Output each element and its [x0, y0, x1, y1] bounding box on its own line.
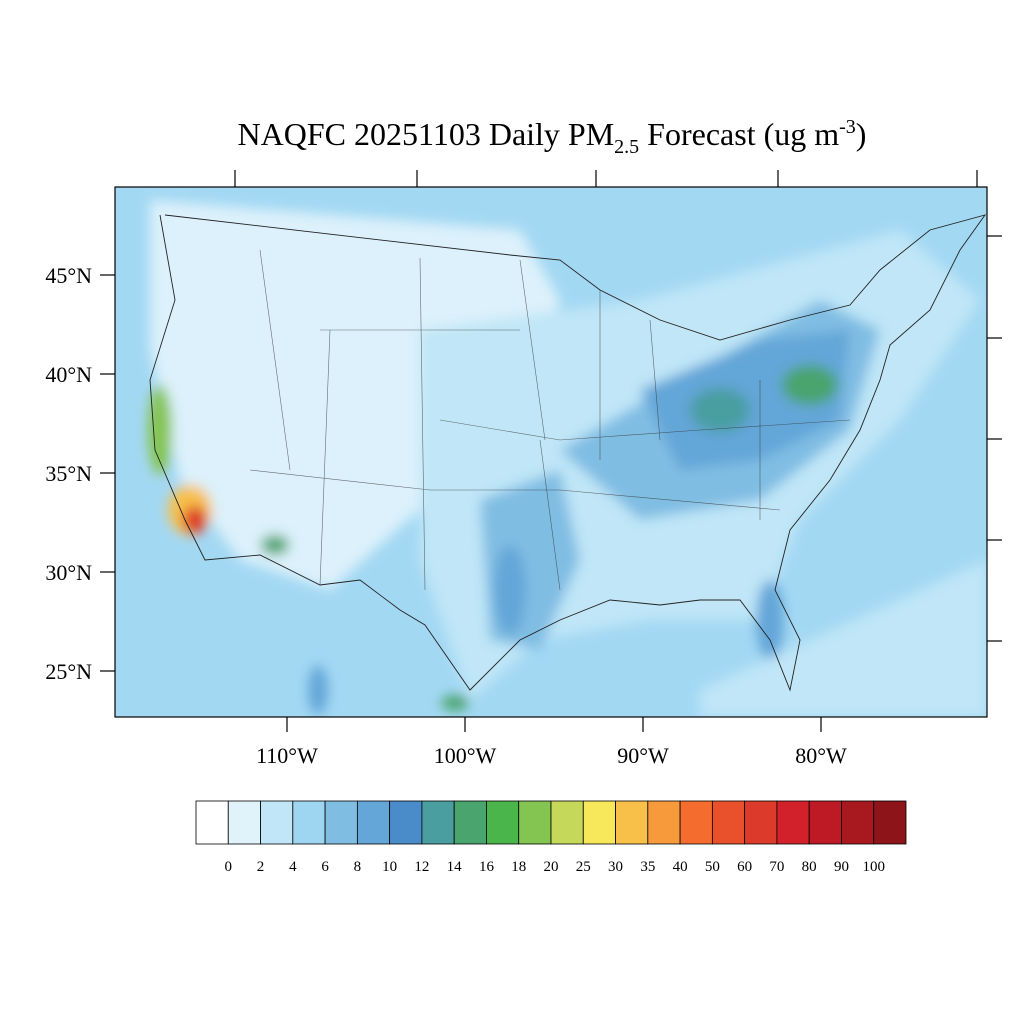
- colorbar-box: [615, 800, 649, 845]
- colorbar-label: 90: [834, 859, 849, 875]
- colorbar-box: [808, 800, 842, 845]
- colorbar-label: 0: [225, 859, 233, 875]
- colorbar-box: [873, 800, 907, 845]
- colorbar-label: 50: [705, 859, 720, 875]
- colorbar-label: 18: [511, 859, 526, 875]
- colorbar-label: 4: [289, 859, 297, 875]
- colorbar-label: 12: [414, 859, 429, 875]
- map-frame: [114, 186, 988, 718]
- colorbar-box: [421, 800, 455, 845]
- colorbar-box: [711, 800, 746, 845]
- colorbar-label: 35: [640, 859, 655, 875]
- colorbar-label: 6: [321, 859, 329, 875]
- map-field: [115, 187, 987, 717]
- title-end: ): [856, 116, 867, 152]
- concentration-blobs: [148, 200, 987, 717]
- colorbar-box: [324, 800, 358, 845]
- colorbar-box: [647, 800, 681, 845]
- colorbar-label: 2: [257, 859, 265, 875]
- title-sub: 2.5: [614, 136, 639, 158]
- colorbar-box: [550, 800, 584, 845]
- lat-label: 35°N: [45, 461, 92, 486]
- colorbar-box: [195, 800, 229, 845]
- colorbar-box: [292, 800, 326, 845]
- colorbar-label: 25: [576, 859, 591, 875]
- colorbar-label: 20: [544, 859, 559, 875]
- colorbar-box: [841, 800, 875, 845]
- colorbar-label: 60: [737, 859, 752, 875]
- colorbar-box: [518, 800, 552, 845]
- colorbar-label: 10: [382, 859, 397, 875]
- colorbar-box: [260, 800, 294, 845]
- title-main: NAQFC 20251103 Daily PM: [238, 116, 615, 152]
- colorbar-label: 70: [769, 859, 784, 875]
- lat-label: 45°N: [45, 263, 92, 288]
- colorbar-box: [453, 800, 487, 845]
- lat-label: 40°N: [45, 362, 92, 387]
- colorbar-box: [389, 800, 423, 845]
- colorbar-label: 16: [479, 859, 495, 875]
- colorbar-box: [486, 800, 520, 845]
- colorbar-box: [776, 800, 810, 845]
- colorbar-label: 40: [673, 859, 688, 875]
- colorbar-box: [679, 800, 713, 845]
- colorbar-label: 14: [447, 859, 463, 875]
- axis-labels: 45°N 40°N 35°N 30°N 25°N 110°W 100°W 90°W 80°W: [45, 263, 847, 768]
- title-sup: -3: [839, 116, 856, 138]
- colorbar-box: [356, 800, 391, 845]
- lon-label: 110°W: [256, 743, 318, 768]
- lon-label: 80°W: [795, 743, 847, 768]
- state-lines: [249, 249, 851, 591]
- colorbar-label: 80: [802, 859, 817, 875]
- frame-ticks: [234, 170, 1002, 642]
- colorbar-box: [744, 800, 778, 845]
- country-outline: [149, 214, 987, 692]
- colorbar: 0 2 4 6 8 10 12 14 16 18 20 25 30 35 40 50 60 70 80 90 100: [195, 800, 907, 875]
- colorbar-box: [582, 800, 616, 845]
- colorbar-label: 30: [608, 859, 623, 875]
- lon-label: 100°W: [434, 743, 497, 768]
- lat-label: 30°N: [45, 560, 92, 585]
- colorbar-label: 100: [862, 859, 885, 875]
- colorbar-label: 8: [354, 859, 362, 875]
- colorbar-box: [227, 800, 261, 845]
- lon-label: 90°W: [617, 743, 669, 768]
- title: NAQFC 20251103 Daily PM2.5 Forecast (ug …: [238, 116, 867, 158]
- lat-label: 25°N: [45, 659, 92, 684]
- title-middle: Forecast (ug m: [639, 116, 839, 152]
